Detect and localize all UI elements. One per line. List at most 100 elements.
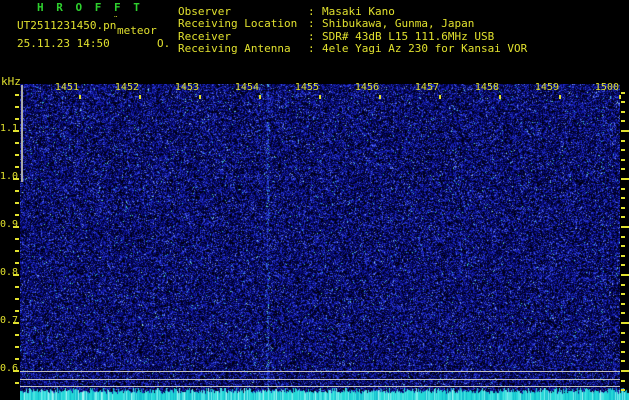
x-axis-label: 1455 xyxy=(294,82,319,93)
y-axis-tick-right xyxy=(621,216,625,218)
left-level-bar xyxy=(21,85,23,182)
y-axis-tick-right xyxy=(621,370,629,372)
y-axis-label: 0.7 xyxy=(0,315,19,326)
y-axis-tick-left xyxy=(15,94,19,96)
y-axis-tick-left xyxy=(15,154,19,156)
x-axis-tick xyxy=(319,95,321,99)
y-axis-tick-right xyxy=(621,332,625,334)
y-axis-tick-right xyxy=(621,245,625,247)
y-axis-tick-left xyxy=(15,298,19,300)
y-axis-tick-left xyxy=(15,142,19,144)
y-axis-tick-right xyxy=(621,140,625,142)
info-separator: : xyxy=(308,29,315,43)
x-axis-label: 1457 xyxy=(414,82,439,93)
y-axis-tick-left xyxy=(15,310,19,312)
y-axis-tick-left xyxy=(15,202,19,204)
y-axis-tick-left xyxy=(15,382,19,384)
y-axis-tick-left xyxy=(13,178,19,180)
y-axis-tick-left xyxy=(15,166,19,168)
x-axis-tick xyxy=(139,95,141,99)
y-axis-tick-right xyxy=(621,293,625,295)
y-axis-tick-right xyxy=(621,92,625,94)
y-axis-tick-right xyxy=(621,168,625,170)
y-axis-tick-left xyxy=(15,286,19,288)
y-axis-tick-left xyxy=(15,214,19,216)
x-axis-label: 1451 xyxy=(54,82,79,93)
y-axis-tick-right xyxy=(621,380,625,382)
y-axis-tick-left xyxy=(15,358,19,360)
x-axis-label: 1454 xyxy=(234,82,259,93)
y-axis-tick-left xyxy=(15,106,19,108)
info-separator: : xyxy=(308,5,315,18)
y-axis-tick-right xyxy=(621,360,625,362)
y-axis-tick-right xyxy=(621,178,629,180)
y-axis-tick-right xyxy=(621,264,625,266)
y-axis-tick-right xyxy=(621,351,625,353)
y-axis-tick-right xyxy=(621,322,629,324)
y-axis-tick-right xyxy=(621,159,625,161)
y-axis-tick-left xyxy=(13,322,19,324)
y-axis-tick-left xyxy=(13,226,19,228)
y-axis-tick-right xyxy=(621,149,625,151)
y-axis-tick-right xyxy=(621,207,625,209)
y-axis-tick-right xyxy=(621,120,625,122)
y-axis-tick-right xyxy=(621,188,625,190)
y-axis-tick-left xyxy=(13,274,19,276)
y-axis-tick-right xyxy=(621,226,629,228)
x-axis-label: 1458 xyxy=(474,82,499,93)
x-axis-tick xyxy=(439,95,441,99)
y-axis-tick-right xyxy=(621,197,625,199)
y-axis-tick-left xyxy=(15,118,19,120)
y-axis-tick-right xyxy=(621,312,625,314)
y-axis-label: 0.9 xyxy=(0,219,19,230)
x-axis-label: 1452 xyxy=(114,82,139,93)
y-axis-tick-left xyxy=(13,130,19,132)
y-axis-tick-left xyxy=(13,370,19,372)
y-axis-label: 0.6 xyxy=(0,363,19,374)
y-axis-tick-right xyxy=(621,111,625,113)
y-axis-label: 1.0 xyxy=(0,171,19,182)
info-value: Masaki Kano xyxy=(322,5,395,18)
y-axis-tick-right xyxy=(621,255,625,257)
info-separator: : xyxy=(308,17,315,31)
info-label: Receiving Location xyxy=(178,17,298,31)
status-counter: O. xyxy=(157,37,171,50)
y-axis-tick-left xyxy=(15,238,19,240)
reference-line xyxy=(20,379,620,380)
spectrogram-canvas xyxy=(20,84,620,393)
x-axis-tick xyxy=(559,95,561,99)
y-axis-tick-left xyxy=(15,250,19,252)
y-axis-tick-right xyxy=(621,101,625,103)
signal-level-meter-canvas xyxy=(20,388,629,400)
y-axis-tick-left xyxy=(15,190,19,192)
info-value: SDR# 43dB L15 111.6MHz USB xyxy=(322,29,495,43)
reference-line xyxy=(20,386,620,387)
y-axis-label: 1.1 xyxy=(0,123,19,134)
y-axis-tick-left xyxy=(15,346,19,348)
filename-artifact: ¨ xyxy=(113,16,119,26)
x-axis-tick xyxy=(499,95,501,99)
info-value: Shibukawa, Gunma, Japan xyxy=(322,17,475,31)
y-axis-tick-right xyxy=(621,284,625,286)
info-value: 4ele Yagi Az 230 for Kansai VOR xyxy=(322,42,528,56)
y-axis-unit-label: kHz xyxy=(1,75,21,88)
x-axis-label: 1453 xyxy=(174,82,199,93)
mode-label: meteor xyxy=(117,24,157,37)
info-label: Receiver xyxy=(178,29,231,43)
x-axis-tick xyxy=(199,95,201,99)
x-axis-tick xyxy=(79,95,81,99)
x-axis-tick xyxy=(259,95,261,99)
y-axis-tick-right xyxy=(621,236,625,238)
y-axis-tick-right xyxy=(621,389,625,391)
reference-line xyxy=(20,371,620,372)
info-label: Observer xyxy=(178,5,231,18)
y-axis-tick-right xyxy=(621,303,625,305)
observation-datetime: 25.11.23 14:50 xyxy=(17,37,110,50)
y-axis-tick-left xyxy=(15,334,19,336)
y-axis-tick-left xyxy=(15,262,19,264)
x-axis-label: 1456 xyxy=(354,82,379,93)
x-axis-tick xyxy=(619,95,621,99)
info-label: Receiving Antenna xyxy=(178,42,291,56)
y-axis-tick-right xyxy=(621,274,629,276)
